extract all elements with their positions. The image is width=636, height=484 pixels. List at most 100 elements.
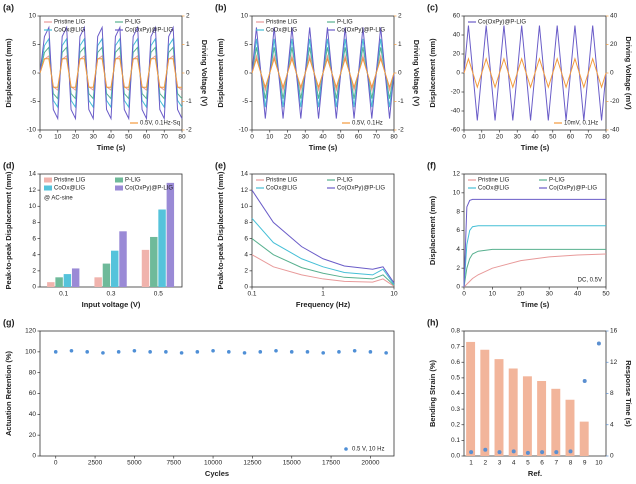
- legend-label: 0.5V, 0.1Hz: [352, 121, 383, 127]
- x-tick-label: 50: [602, 291, 610, 298]
- y2-tick-label: 0: [186, 70, 190, 77]
- point: [368, 350, 373, 354]
- series-line: [463, 248, 606, 288]
- panel-label: (a): [3, 2, 14, 12]
- legend-label: Pristine LIG: [478, 178, 510, 184]
- y-tick-label: 0: [456, 284, 460, 291]
- x-axis-label: Frequency (Hz): [296, 300, 351, 309]
- x-tick-label: 80: [390, 134, 398, 141]
- y-tick-label: 10: [29, 203, 37, 210]
- point: [540, 450, 545, 455]
- point: [179, 351, 184, 355]
- legend-swatch: [115, 177, 123, 183]
- point: [511, 449, 516, 454]
- point: [85, 350, 89, 354]
- x-tick-label: 2500: [88, 460, 103, 467]
- point: [164, 350, 168, 354]
- y-tick-label: 5: [32, 41, 36, 48]
- bar: [166, 182, 175, 287]
- y-tick-label: 0: [244, 70, 248, 77]
- point: [582, 379, 587, 383]
- x-tick-label: 1: [469, 460, 473, 467]
- bar: [71, 268, 80, 287]
- legend-label: Pristine LIG: [266, 20, 298, 26]
- y-tick-label: 8: [32, 219, 36, 226]
- point: [384, 351, 388, 355]
- bar: [579, 421, 589, 456]
- series-line: [463, 57, 607, 89]
- y-tick-label: 0.5: [451, 375, 460, 382]
- legend-label: P-LIG: [337, 20, 353, 26]
- y-axis-label: Displacement (mm): [428, 195, 437, 265]
- y2-tick-label: -1: [186, 98, 192, 105]
- y-tick-label: 10: [29, 13, 37, 20]
- x-tick-label: 0.3: [106, 291, 115, 298]
- legend-swatch: [344, 447, 348, 451]
- legend-label: Co(OxPy)@P-LIG: [549, 186, 597, 192]
- series-line: [251, 57, 395, 89]
- y-tick-label: -10: [239, 127, 249, 134]
- x-tick-label: 20: [72, 134, 80, 141]
- x-tick-label: 40: [319, 134, 327, 141]
- y2-tick-label: 8: [610, 390, 614, 397]
- x-tick-label: 10000: [204, 460, 222, 467]
- bar: [102, 263, 111, 287]
- x-tick-label: 5000: [127, 460, 142, 467]
- point: [352, 348, 357, 353]
- y-tick-label: 100: [25, 349, 36, 356]
- x-tick-label: 40: [574, 291, 582, 298]
- point: [227, 350, 231, 354]
- x-tick-label: 70: [585, 134, 593, 141]
- series-line: [251, 238, 395, 286]
- y2-tick-label: 1: [398, 41, 402, 48]
- x-tick-label: 70: [161, 134, 169, 141]
- panel-label: (b): [215, 2, 227, 12]
- y-tick-label: 12: [453, 171, 461, 178]
- bar: [494, 359, 504, 456]
- x-tick-label: 0.5: [154, 291, 163, 298]
- bar: [47, 282, 55, 287]
- point: [195, 350, 200, 354]
- y-tick-label: 4: [244, 251, 248, 258]
- x-tick-label: 10: [390, 291, 398, 298]
- y2-tick-label: 0: [610, 70, 614, 77]
- point: [211, 348, 215, 353]
- x-tick-label: 0: [462, 134, 466, 141]
- x-axis-label: Cycles: [205, 469, 229, 478]
- bar: [480, 349, 490, 456]
- bar: [55, 277, 63, 287]
- series-line: [39, 25, 183, 121]
- annotation: @ AC-sine: [44, 196, 73, 202]
- x-tick-label: 0: [38, 134, 42, 141]
- y-tick-label: -10: [27, 127, 37, 134]
- y2-tick-label: -20: [610, 98, 620, 105]
- point: [469, 450, 474, 455]
- x-tick-label: 7500: [166, 460, 181, 467]
- x-axis-label: Time (s): [309, 143, 338, 152]
- x-tick-label: 1: [321, 291, 325, 298]
- panel-label: (h): [427, 317, 439, 327]
- legend-label: P-LIG: [549, 178, 565, 184]
- y-tick-label: 2: [244, 268, 248, 275]
- y-axis-label: Bending Strain (%): [428, 359, 437, 427]
- legend-label: 0.5V, 0.1Hz-Sq: [140, 121, 180, 127]
- x-axis-label: Time (s): [521, 300, 550, 309]
- x-tick-label: 50: [125, 134, 133, 141]
- point: [53, 350, 58, 354]
- legend-label: Co(OxPy)@P-LIG: [125, 28, 173, 34]
- x-tick-label: 20: [496, 134, 504, 141]
- y-tick-label: 0.6: [451, 359, 460, 366]
- series-line: [251, 254, 395, 287]
- bar: [466, 341, 476, 456]
- legend-label: Pristine LIG: [54, 20, 86, 26]
- x-tick-label: 10: [54, 134, 62, 141]
- y-tick-label: 2: [32, 268, 36, 275]
- y-tick-label: 120: [25, 328, 36, 335]
- point: [69, 348, 74, 353]
- bar: [63, 274, 72, 287]
- point: [242, 351, 247, 355]
- y2-tick-label: 16: [610, 328, 618, 335]
- y-tick-label: 0: [32, 70, 36, 77]
- x-tick-label: 5: [526, 460, 530, 467]
- y2-tick-label: 1: [186, 41, 190, 48]
